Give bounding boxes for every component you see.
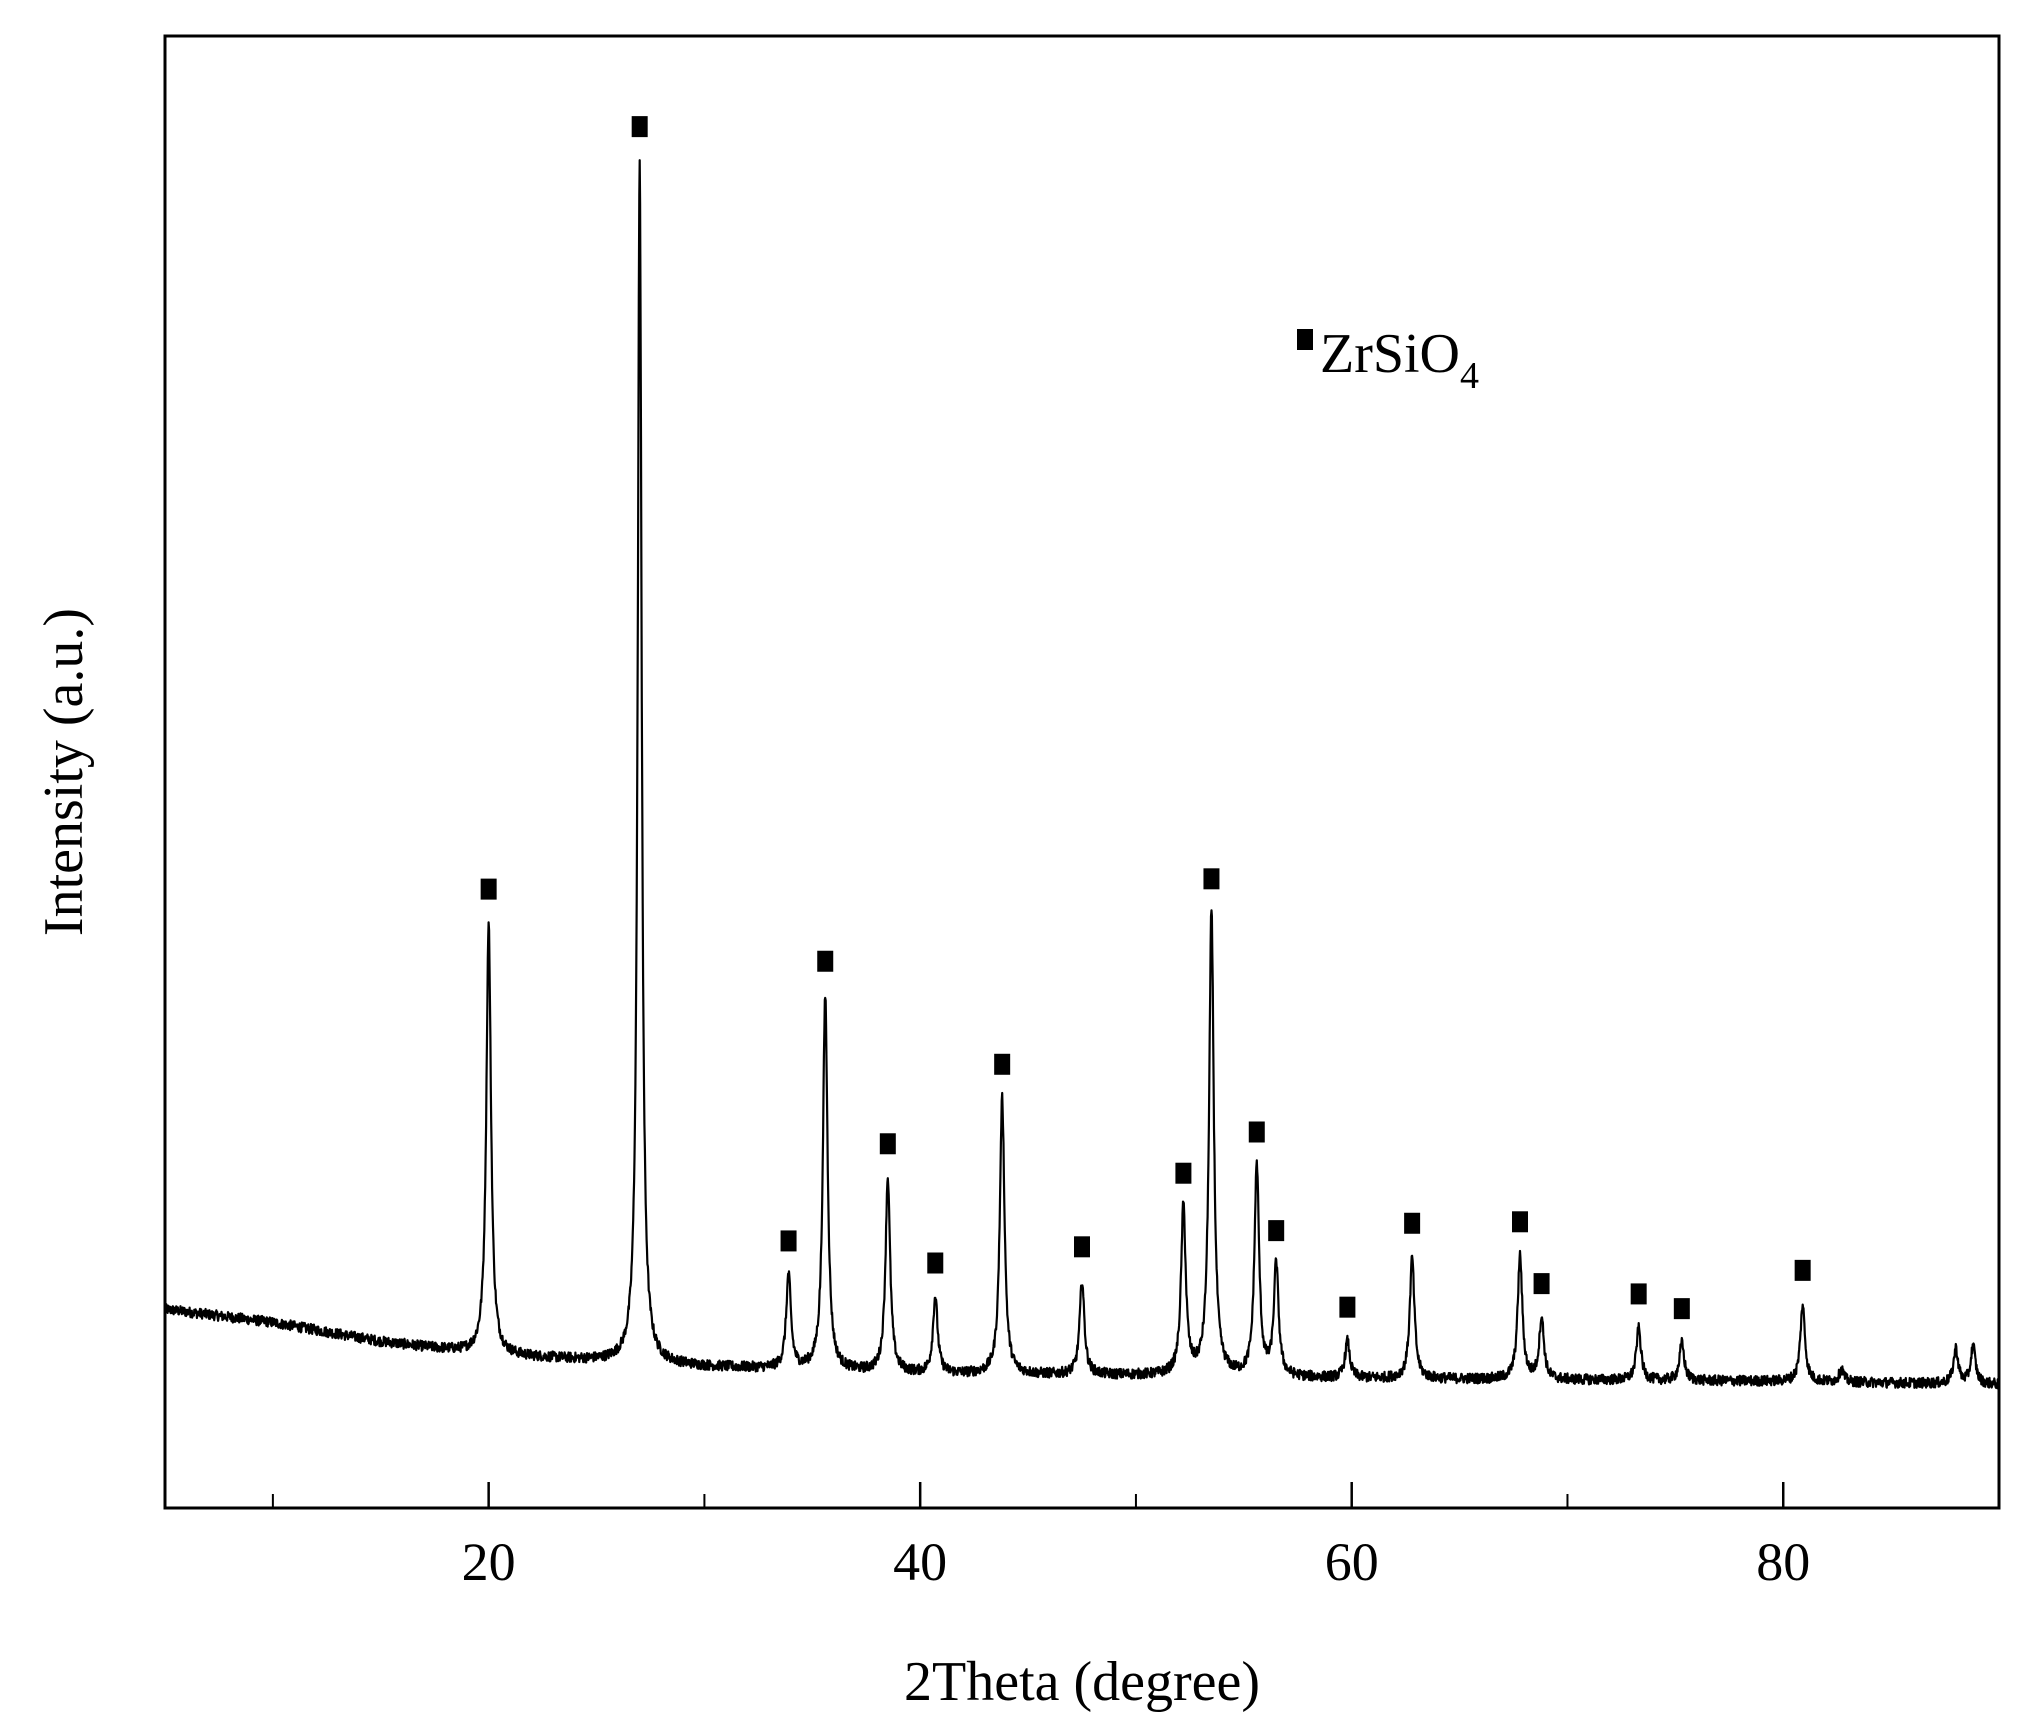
peak-marker — [927, 1252, 944, 1274]
peak-marker — [1203, 868, 1220, 890]
peak-marker — [1248, 1121, 1265, 1143]
peak-marker — [631, 116, 648, 138]
y-axis-label: Intensity (a.u.) — [33, 608, 95, 936]
legend: ZrSiO4 — [1297, 323, 1479, 397]
peak-marker — [1339, 1296, 1356, 1318]
x-axis-label: 2Theta (degree) — [904, 1651, 1260, 1713]
peak-marker — [1404, 1212, 1421, 1234]
peak-marker — [817, 950, 834, 972]
series-line — [163, 159, 2001, 1390]
peak-marker — [1673, 1298, 1690, 1320]
peak-marker — [1512, 1211, 1529, 1233]
peak-marker — [1268, 1220, 1285, 1242]
peak-markers — [480, 116, 1811, 1320]
peak-marker — [1074, 1236, 1090, 1258]
peak-marker — [879, 1133, 896, 1155]
plot-frame — [163, 34, 2001, 1510]
x-tick-label: 60 — [1325, 1532, 1379, 1592]
x-tick-label: 20 — [462, 1532, 516, 1592]
legend-marker — [1297, 329, 1313, 350]
peak-marker — [480, 878, 497, 900]
legend-label: ZrSiO4 — [1320, 323, 1479, 397]
peak-marker — [994, 1053, 1011, 1075]
peak-marker — [1533, 1273, 1550, 1295]
x-tick-label: 80 — [1756, 1532, 1810, 1592]
peak-marker — [1630, 1283, 1647, 1305]
x-axis-tick-labels: 20 40 60 80 — [462, 1532, 1811, 1592]
peak-marker — [1175, 1162, 1192, 1184]
x-tick-label: 40 — [893, 1532, 947, 1592]
x-axis-ticks — [271, 1482, 1785, 1508]
peak-marker — [780, 1230, 797, 1252]
peak-marker — [1794, 1259, 1811, 1281]
